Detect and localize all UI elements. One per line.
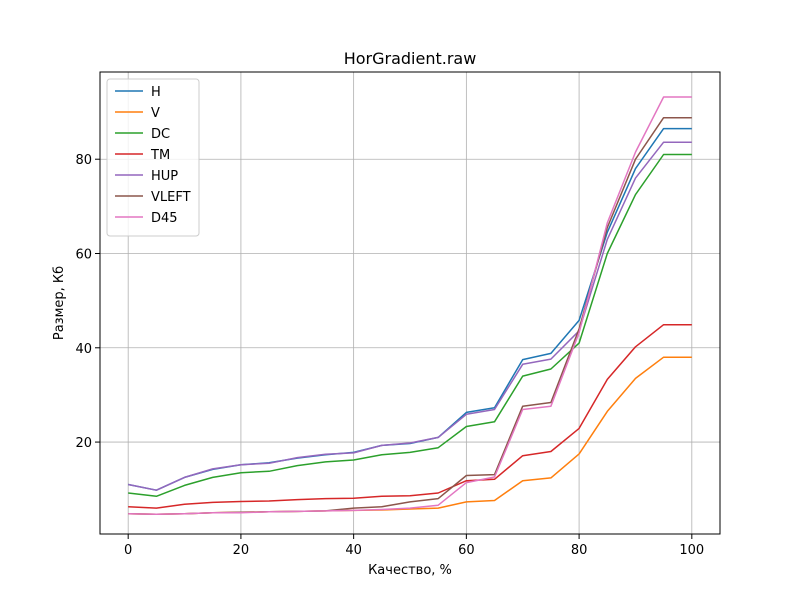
legend: HV DC TM HUP VLEFT D45 <box>106 78 200 237</box>
ticks: 0 20 40 60 80 100 20 40 60 80 <box>75 153 704 558</box>
legend-label: HUP <box>151 169 178 184</box>
series-line-h <box>128 127 692 491</box>
grid <box>100 72 720 534</box>
series-line-tm <box>128 323 692 509</box>
x-axis-label: Качество, % <box>368 563 452 578</box>
x-tick-label: 80 <box>571 543 588 558</box>
y-tick-label: 60 <box>75 248 92 263</box>
legend-label: TM <box>150 148 170 163</box>
y-tick-label: 20 <box>75 436 92 451</box>
x-tick-label: 20 <box>233 543 250 558</box>
series-line-dc <box>128 153 692 498</box>
legend-label: V <box>151 106 160 121</box>
x-tick-label: 100 <box>679 543 704 558</box>
axes-frame <box>99 71 721 535</box>
plot-lines <box>128 96 692 515</box>
y-tick-label: 80 <box>75 153 92 168</box>
y-tick-label: 40 <box>75 342 92 357</box>
series-line-hup <box>128 141 692 491</box>
series-line-d45 <box>128 96 692 515</box>
x-tick-label: 60 <box>458 543 475 558</box>
legend-label: DC <box>151 127 170 142</box>
x-tick-label: 40 <box>345 543 362 558</box>
x-tick-label: 0 <box>124 543 132 558</box>
series-line-vleft <box>128 116 692 515</box>
chart-title: HorGradient.raw <box>344 49 477 68</box>
legend-label: D45 <box>151 211 178 226</box>
legend-label: H <box>151 85 161 100</box>
y-axis-label: Размер, Кб <box>52 266 67 340</box>
legend-label: VLEFT <box>151 190 191 205</box>
